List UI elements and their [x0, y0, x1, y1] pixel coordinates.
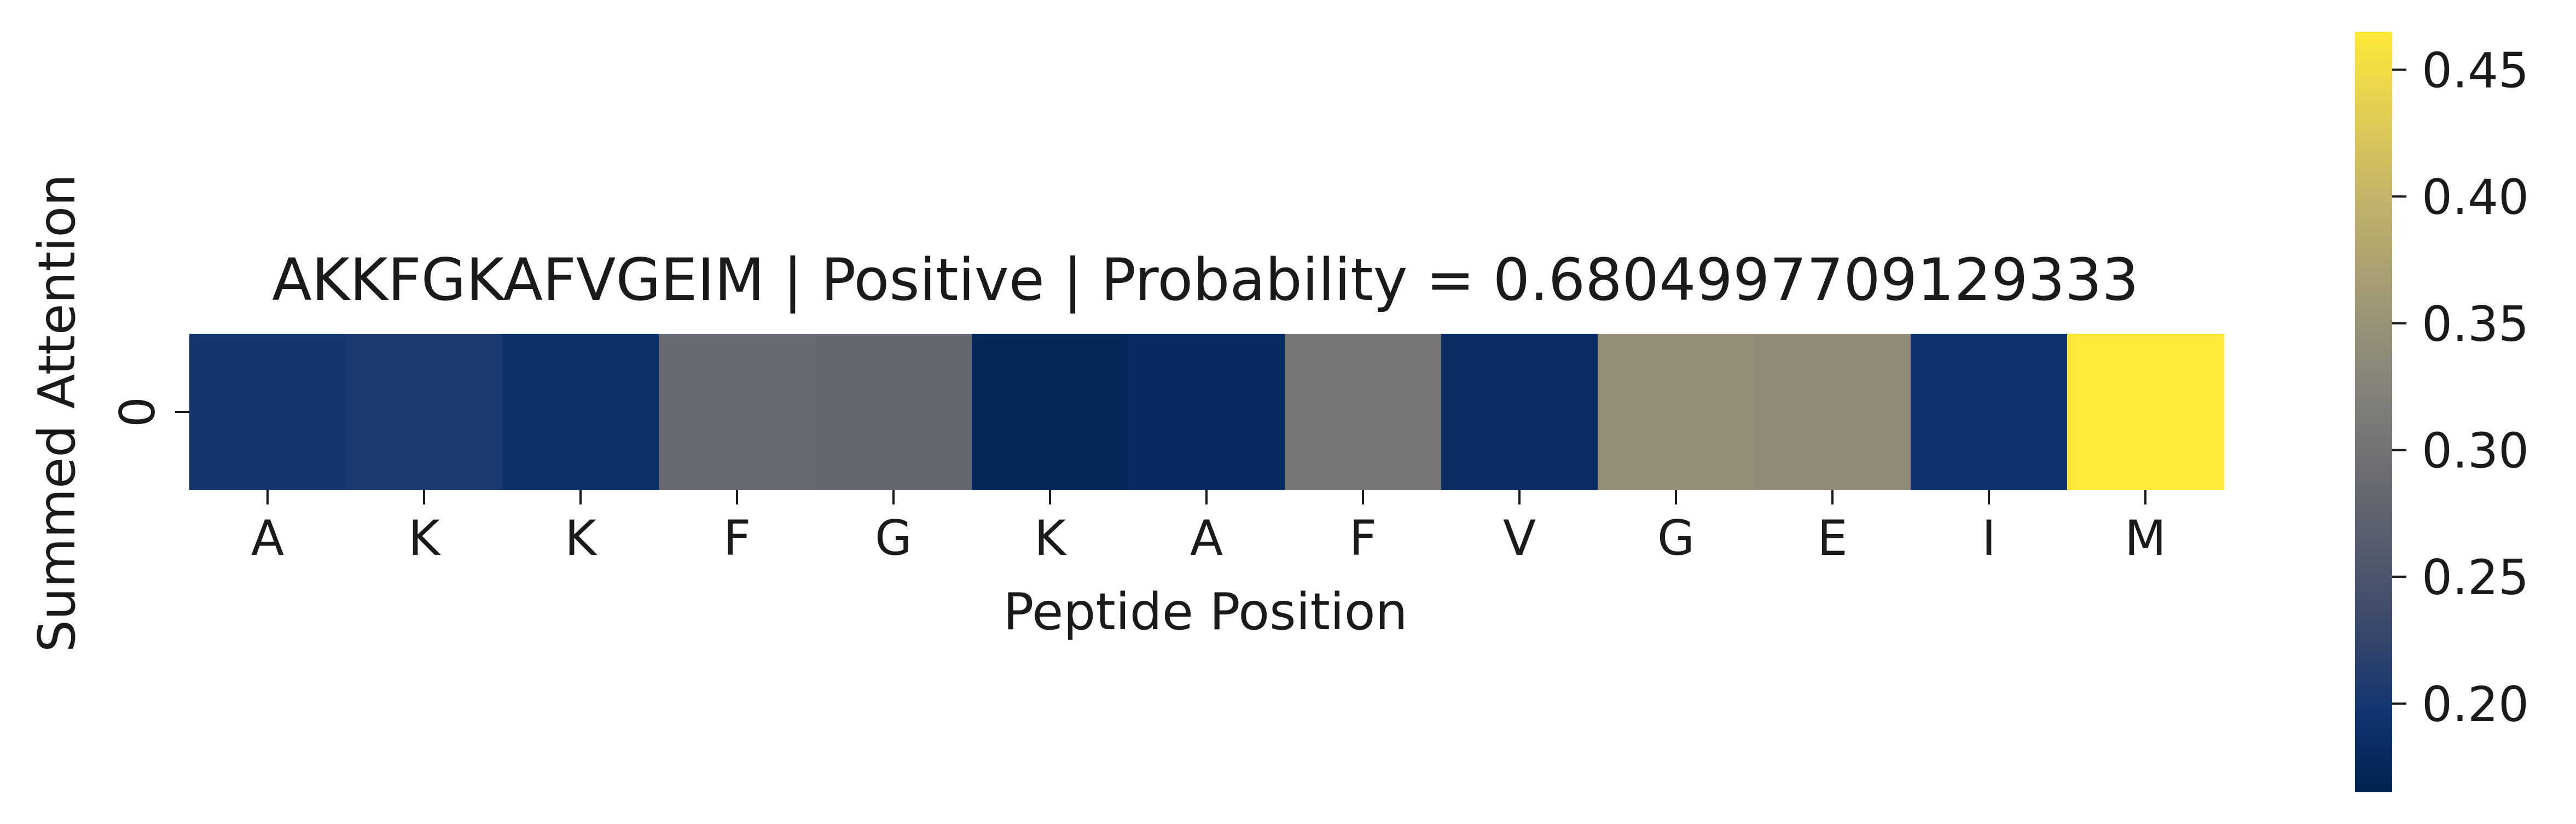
x-tick-label: G: [1657, 510, 1695, 566]
heatmap-cell: [189, 334, 346, 490]
heatmap-cell: [1285, 334, 1442, 490]
heatmap-cells: [189, 334, 2224, 490]
x-tick-label: V: [1503, 510, 1536, 566]
x-tick-label: F: [1349, 510, 1377, 566]
colorbar-tick-label: 0.40: [2422, 169, 2529, 225]
x-tick-label: M: [2125, 510, 2166, 566]
x-axis-label: Peptide Position: [1003, 582, 1407, 641]
x-tick-label: F: [723, 510, 751, 566]
colorbar-tick-label: 0.45: [2422, 43, 2529, 99]
colorbar: [2355, 32, 2392, 792]
x-tick-label: A: [251, 510, 284, 566]
x-tick-label: K: [408, 510, 441, 566]
heatmap-cell: [2067, 334, 2224, 490]
heatmap-cell: [502, 334, 659, 490]
colorbar-tick-label: 0.20: [2422, 676, 2529, 733]
heatmap-cell: [1128, 334, 1285, 490]
x-tick-label: G: [875, 510, 912, 566]
x-tick-label: E: [1817, 510, 1848, 566]
colorbar-tick-label: 0.35: [2422, 296, 2529, 352]
heatmap-cell: [659, 334, 816, 490]
x-tick-label: A: [1190, 510, 1223, 566]
colorbar-tick-label: 0.25: [2422, 549, 2529, 606]
x-tick-label: K: [565, 510, 597, 566]
y-tick-label: 0: [109, 397, 166, 427]
chart-title: AKKFGKAFVGEIM | Positive | Probability =…: [272, 246, 2139, 314]
x-tick-label: K: [1034, 510, 1067, 566]
heatmap-cell: [1441, 334, 1598, 490]
heatmap-cell: [1911, 334, 2068, 490]
heatmap-cell: [1598, 334, 1755, 490]
x-tick-label: I: [1982, 510, 1996, 566]
colorbar-tick-label: 0.30: [2422, 423, 2529, 479]
heatmap-cell: [1754, 334, 1911, 490]
heatmap-cell: [815, 334, 972, 490]
y-axis-ticks: 0: [109, 397, 189, 427]
heatmap-cell: [346, 334, 503, 490]
y-axis-label: Summed Attention: [27, 174, 86, 652]
colorbar-ticks: 0.20 0.25 0.30 0.35 0.40 0.45: [2392, 43, 2529, 733]
heatmap-cell: [972, 334, 1129, 490]
